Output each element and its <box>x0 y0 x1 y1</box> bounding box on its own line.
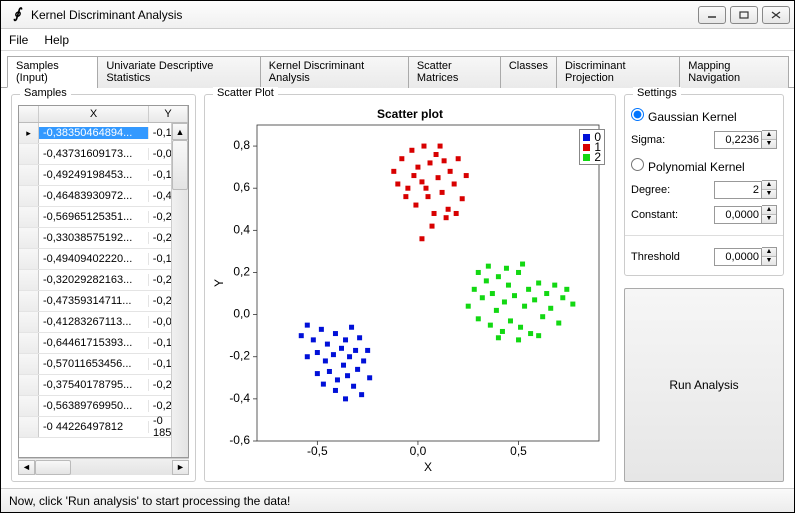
constant-label: Constant: <box>631 209 678 221</box>
maximize-button[interactable] <box>730 6 758 24</box>
tab-univariate-descriptive-statistics[interactable]: Univariate Descriptive Statistics <box>97 56 260 88</box>
degree-spinner[interactable]: ▲▼ <box>762 180 777 199</box>
svg-text:-0,5: -0,5 <box>307 444 328 458</box>
svg-text:-0,2: -0,2 <box>229 349 250 363</box>
status-text: Now, click 'Run analysis' to start proce… <box>9 494 290 508</box>
plot-title: Scatter plot <box>211 105 609 121</box>
sigma-label: Sigma: <box>631 134 665 146</box>
constant-input[interactable] <box>714 206 762 224</box>
sigma-input[interactable] <box>714 131 762 149</box>
close-button[interactable] <box>762 6 790 24</box>
grid-vscroll[interactable]: ▲ <box>171 123 188 457</box>
gaussian-kernel-radio[interactable]: Gaussian Kernel <box>631 108 737 124</box>
degree-input[interactable] <box>714 181 762 199</box>
scatter-plot-group: Scatter Plot Scatter plot -0,50,00,5-0,6… <box>204 94 616 482</box>
app-window: ∮ Kernel Discriminant Analysis File Help… <box>0 0 795 513</box>
table-row[interactable]: -0,47359314711...-0,200 <box>19 291 188 312</box>
plot-canvas: -0,5 0,0 0,5 -0,6 -0,4 -0,2 0,0 0,2 0,4 0,6 0,8 X Y <box>211 121 609 475</box>
tab-samples-input-[interactable]: Samples (Input) <box>7 56 98 88</box>
statusbar: Now, click 'Run analysis' to start proce… <box>1 488 794 512</box>
scatter-plot: Scatter plot -0,5 0,0 0,5 -0,6 -0,4 -0,2 0,0 0,… <box>211 105 609 475</box>
app-icon: ∮ <box>9 7 25 23</box>
sigma-spinner[interactable]: ▲▼ <box>762 130 777 149</box>
grid-hscroll[interactable]: ◄► <box>18 458 189 475</box>
samples-grid[interactable]: X Y ▸-0,38350464894...-0,162-0,437316091… <box>18 105 189 458</box>
polynomial-kernel-radio[interactable]: Polynomial Kernel <box>631 158 745 174</box>
titlebar[interactable]: ∮ Kernel Discriminant Analysis <box>1 1 794 29</box>
svg-text:0,4: 0,4 <box>233 222 250 236</box>
table-row[interactable]: -0,49249198453...-0,127 <box>19 165 188 186</box>
table-row[interactable]: -0,41283267113...-0,039 <box>19 312 188 333</box>
tabstrip: Samples (Input)Univariate Descriptive St… <box>1 51 794 88</box>
samples-group: Samples X Y ▸-0,38350464894...-0,162-0,4… <box>11 94 196 482</box>
col-header-x[interactable]: X <box>39 106 149 122</box>
table-row[interactable]: -0 44226497812-0 185 <box>19 417 188 438</box>
threshold-input[interactable] <box>714 248 762 266</box>
svg-text:0,0: 0,0 <box>410 444 427 458</box>
tab-classes[interactable]: Classes <box>500 56 557 88</box>
threshold-label: Threshold <box>631 251 680 263</box>
settings-legend: Settings <box>633 87 681 99</box>
degree-label: Degree: <box>631 184 670 196</box>
svg-text:-0,6: -0,6 <box>229 433 250 447</box>
svg-text:0,5: 0,5 <box>510 444 527 458</box>
settings-group: Settings Gaussian Kernel Sigma: ▲▼ Polyn… <box>624 94 784 276</box>
svg-text:-0,4: -0,4 <box>229 391 250 405</box>
table-row[interactable]: -0,46483930972...-0,437 <box>19 186 188 207</box>
run-analysis-button[interactable]: Run Analysis <box>624 288 784 482</box>
table-row[interactable]: -0,49409402220...-0,168 <box>19 249 188 270</box>
col-header-y[interactable]: Y <box>149 106 188 122</box>
table-row[interactable]: -0,37540178795...-0,292 <box>19 375 188 396</box>
tab-kernel-discriminant-analysis[interactable]: Kernel Discriminant Analysis <box>260 56 409 88</box>
svg-text:0,0: 0,0 <box>233 307 250 321</box>
samples-legend: Samples <box>20 87 71 99</box>
tab-mapping-navigation[interactable]: Mapping Navigation <box>679 56 789 88</box>
plot-class-legend: 012 <box>579 129 605 165</box>
menubar: File Help <box>1 29 794 51</box>
constant-spinner[interactable]: ▲▼ <box>762 205 777 224</box>
tab-discriminant-projection[interactable]: Discriminant Projection <box>556 56 680 88</box>
tab-scatter-matrices[interactable]: Scatter Matrices <box>408 56 501 88</box>
table-row[interactable]: -0,33038575192...-0,232 <box>19 228 188 249</box>
svg-text:0,8: 0,8 <box>233 138 250 152</box>
window-title: Kernel Discriminant Analysis <box>31 8 698 22</box>
threshold-spinner[interactable]: ▲▼ <box>762 247 777 266</box>
svg-text:X: X <box>424 460 432 474</box>
table-row[interactable]: -0,57011653456...-0,173 <box>19 354 188 375</box>
table-row[interactable]: -0,64461715393...-0,115 <box>19 333 188 354</box>
table-row[interactable]: -0,43731609173...-0,087 <box>19 144 188 165</box>
table-row[interactable]: -0,32029282163...-0,251 <box>19 270 188 291</box>
table-row[interactable]: ▸-0,38350464894...-0,162 <box>19 123 188 144</box>
menu-file[interactable]: File <box>9 33 28 47</box>
plot-legend-label: Scatter Plot <box>213 87 278 99</box>
table-row[interactable]: -0,56965125351...-0,227 <box>19 207 188 228</box>
svg-text:0,6: 0,6 <box>233 180 250 194</box>
menu-help[interactable]: Help <box>44 33 69 47</box>
svg-text:Y: Y <box>212 279 226 287</box>
table-row[interactable]: -0,56389769950...-0,207 <box>19 396 188 417</box>
svg-text:0,2: 0,2 <box>233 264 250 278</box>
minimize-button[interactable] <box>698 6 726 24</box>
